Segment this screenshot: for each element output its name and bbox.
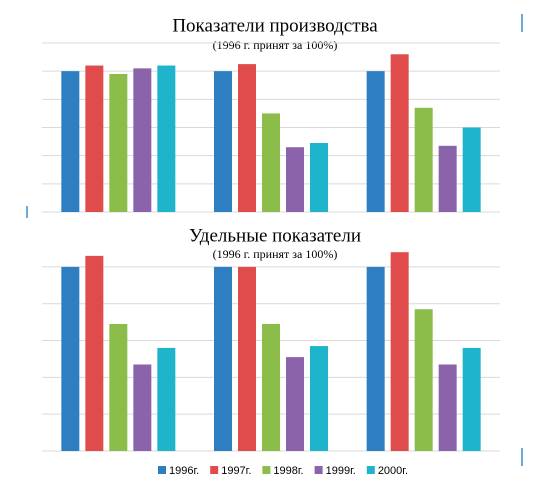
bar xyxy=(438,145,457,212)
bar xyxy=(85,255,104,451)
bar xyxy=(366,266,385,451)
bar xyxy=(390,252,409,451)
legend-label: 1999г. xyxy=(326,465,356,477)
legend-swatch xyxy=(262,466,271,474)
bar xyxy=(238,266,256,451)
bar xyxy=(109,323,128,451)
bar xyxy=(61,71,80,213)
bar xyxy=(109,73,128,212)
chart-title: Удельные показатели xyxy=(189,225,361,246)
decor xyxy=(26,14,523,466)
bar xyxy=(310,142,328,212)
bar xyxy=(61,266,80,451)
bar xyxy=(414,107,433,212)
bar xyxy=(133,364,152,451)
chart-subtitle: (1996 г. принят за 100%) xyxy=(213,247,338,261)
bar xyxy=(262,323,280,451)
bar xyxy=(262,113,280,212)
bar xyxy=(238,64,256,212)
legend-label: 1996г. xyxy=(169,465,199,477)
legend-swatch xyxy=(210,466,219,474)
chart-title: Показатели производства xyxy=(172,15,378,36)
bar xyxy=(366,71,385,213)
legend-swatch xyxy=(314,466,323,474)
bar xyxy=(310,346,328,451)
bar xyxy=(462,127,481,212)
bar xyxy=(414,309,433,451)
bar xyxy=(214,266,232,451)
legend-swatch xyxy=(366,466,375,474)
chart-subtitle: (1996 г. принят за 100%) xyxy=(213,38,338,52)
bar xyxy=(462,347,481,451)
bar xyxy=(214,71,232,213)
bar xyxy=(390,54,409,213)
legend-label: 1997г. xyxy=(221,465,251,477)
bar xyxy=(85,65,104,213)
bar xyxy=(157,65,176,213)
bar xyxy=(157,347,176,451)
bar xyxy=(438,364,457,451)
legend-label: 2000г. xyxy=(378,465,408,477)
legend-label: 1998г. xyxy=(273,465,303,477)
legend-swatch xyxy=(158,466,166,474)
bar xyxy=(133,68,152,212)
bar xyxy=(286,147,304,212)
bar xyxy=(286,357,304,451)
